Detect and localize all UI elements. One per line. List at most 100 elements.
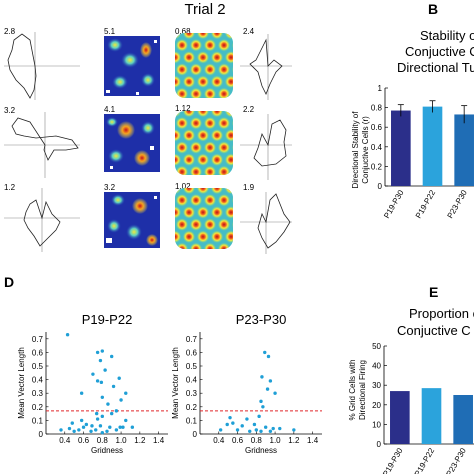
data-point: [100, 349, 105, 353]
panel-letter-b: B: [428, 1, 438, 17]
autocorr-peak: [210, 230, 224, 244]
data-point: [265, 387, 270, 391]
y-tick-label: 0.1: [32, 416, 44, 425]
autocorr-peak: [189, 165, 203, 175]
scatter-title: P19-P22: [82, 312, 133, 327]
autocorr-peak: [210, 75, 224, 89]
data-point: [268, 379, 273, 383]
y-tick-label: 40: [372, 362, 381, 371]
autocorr-peak: [239, 230, 252, 243]
autocorr-peak: [246, 63, 259, 76]
autocorr-peak: [203, 242, 217, 249]
autocorrelogram-row3: 1.02: [162, 169, 259, 268]
autocorr-peak: [210, 188, 224, 195]
autocorr-peak: [217, 63, 231, 77]
gridness-value: 1.12: [175, 104, 191, 113]
rate-map-row2: 4.1: [104, 105, 160, 172]
autocorr-peak: [210, 205, 224, 219]
data-point: [99, 380, 104, 385]
y-tick-label: 0.4: [32, 376, 44, 385]
data-point: [248, 429, 252, 433]
autocorr-peak: [231, 141, 233, 155]
data-point: [231, 421, 235, 425]
autocorr-peak: [175, 33, 182, 40]
bar-chart-stability: 0 0.2 0.4 0.6 0.8 1 P19-P30 P19-P22 P23-P30: [371, 84, 474, 220]
data-point: [261, 405, 265, 409]
data-point: [95, 350, 100, 355]
autocorr-peak: [210, 50, 224, 64]
x-tick-label: 0.4: [59, 436, 71, 445]
data-point: [124, 418, 128, 423]
autocorr-peak: [231, 218, 233, 232]
data-point: [72, 429, 76, 433]
autocorr-peak: [232, 169, 245, 182]
y-tick-label: 0.3: [32, 389, 44, 398]
autocorr-peak: [196, 205, 210, 219]
autocorr-peak: [189, 116, 203, 130]
data-point: [130, 425, 135, 429]
autocorr-peak: [203, 63, 217, 77]
data-point: [98, 358, 103, 363]
autocorrelogram-row2: 1.12: [175, 104, 233, 175]
x-tick-label: 1.2: [288, 436, 300, 445]
autocorr-peak: [225, 255, 238, 268]
y-tick-label: 0.7: [32, 335, 44, 344]
category-label: P19-P30: [381, 446, 405, 474]
data-point: [263, 350, 267, 355]
autocorr-peak: [224, 75, 233, 89]
autocorr-peak: [203, 87, 217, 98]
autocorr-peak: [224, 33, 233, 40]
autocorr-peak: [246, 14, 259, 27]
x-tick-label: 1.0: [270, 436, 282, 445]
panel-letter-e: E: [429, 284, 438, 300]
autocorr-peak: [231, 193, 233, 207]
data-point: [94, 428, 98, 432]
data-point: [271, 426, 275, 431]
panel-letter-d: D: [4, 274, 14, 290]
data-point: [100, 395, 105, 399]
autocorr-peak: [210, 33, 224, 40]
panel-b-title: Stability o Conjuctive C Directional Tu: [397, 28, 474, 75]
panel-b-ylabel-line2: Conjuctive Cells (r): [361, 116, 370, 184]
y-axis-label: Mean Vector Length: [171, 347, 180, 419]
data-point: [106, 402, 110, 406]
bar-chart-proportion: 0 10 20 30 40 50 P19-P30 P19-P22 P23-P30: [372, 342, 474, 474]
polar-plot-right-row3: 1.9: [240, 183, 292, 254]
data-point: [218, 428, 223, 432]
rate-map-peak-value: 4.1: [104, 105, 116, 114]
autocorr-peak: [217, 116, 231, 130]
autocorr-peak: [182, 205, 196, 219]
category-label: P19-P22: [414, 188, 438, 220]
autocorr-peak: [232, 14, 245, 27]
autocorr-peak: [196, 111, 210, 118]
y-tick-label: 1: [378, 84, 383, 93]
data-point: [117, 376, 121, 380]
rate-map-row3: 3.2: [104, 183, 160, 248]
autocorr-peak: [203, 116, 217, 130]
y-tick-label: 0: [378, 182, 383, 191]
y-tick-label: 0.4: [186, 376, 198, 385]
data-point: [268, 429, 273, 433]
polar-plot-right-row2: 2.2: [240, 105, 292, 180]
autocorr-peak: [224, 50, 233, 64]
autocorr-peak: [175, 38, 189, 52]
autocorr-peak: [217, 38, 231, 52]
autocorr-peak: [203, 165, 217, 175]
autocorr-peak: [224, 205, 233, 219]
category-label: P23-P30: [446, 188, 470, 220]
y-tick-label: 10: [372, 420, 381, 429]
autocorr-peak: [197, 100, 210, 113]
autocorr-peak: [189, 193, 203, 207]
rate-map-row1: 5.1: [104, 27, 160, 96]
panel-b-ylabel-line1: Directional Stability of: [351, 111, 360, 189]
data-point: [100, 430, 105, 435]
autocorr-peak: [246, 242, 259, 255]
autocorr-peak: [162, 14, 175, 27]
autocorr-peak: [203, 218, 217, 232]
autocorr-peak: [196, 33, 210, 40]
bar: [454, 114, 474, 186]
y-tick-label: 0.6: [186, 348, 198, 357]
data-point: [98, 424, 103, 428]
autocorr-peak: [162, 169, 175, 182]
data-point: [105, 429, 109, 433]
